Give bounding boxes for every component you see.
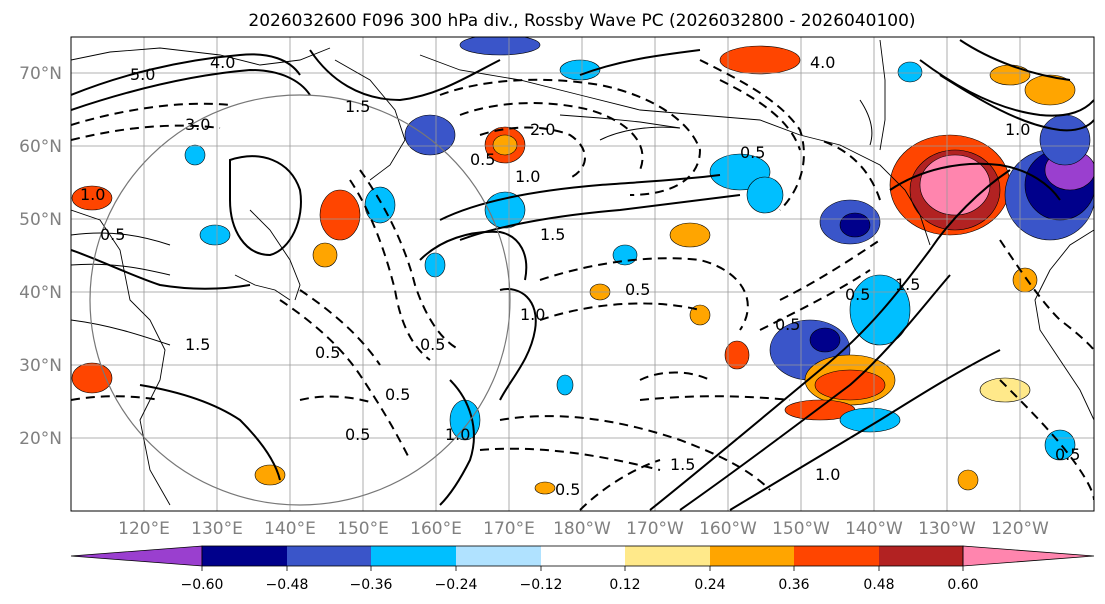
- map-panel: 5.0 3.0 4.0 1.5 0.5 1.0 2.0 0.5 1.0 1.5 …: [70, 36, 1095, 512]
- contour-label: 1.0: [515, 167, 540, 186]
- lon-tick-label: 170°W: [626, 519, 684, 539]
- colorbar-ticks: [201, 566, 964, 571]
- contour-label: 0.5: [845, 285, 870, 304]
- contour-label: 1.5: [345, 97, 370, 116]
- colorbar-tick-labels: −0.60 −0.48 −0.36 −0.24 −0.12 0.12 0.24 …: [181, 577, 979, 593]
- rossby-wave-region-circle: [89, 94, 511, 506]
- colorbar-tick-label: −0.24: [435, 577, 478, 593]
- lon-tick-label: 120°E: [118, 519, 170, 539]
- lon-tick-label: 180°W: [553, 519, 611, 539]
- lat-tick-label: 30°N: [19, 356, 62, 376]
- colorbar-swatch: [625, 546, 710, 566]
- coastlines: [71, 39, 1094, 506]
- contour-label: 0.5: [740, 143, 765, 162]
- lat-tick-label: 60°N: [19, 137, 62, 157]
- colorbar-swatch: [710, 546, 794, 566]
- colorbar-tick-label: 0.60: [947, 577, 978, 593]
- colorbar-tick-label: −0.36: [350, 577, 393, 593]
- contour-label: 2.0: [530, 120, 555, 139]
- lon-tick-label: 140°W: [845, 519, 903, 539]
- colorbar-tick-label: 0.48: [863, 577, 894, 593]
- contour-label: 1.5: [895, 275, 920, 294]
- lat-tick-label: 20°N: [19, 429, 62, 449]
- lat-tick-label: 50°N: [19, 210, 62, 230]
- colorbar-swatch: [456, 546, 541, 566]
- colorbar-swatch: [70, 545, 203, 567]
- contour-label: 0.5: [470, 150, 495, 169]
- colorbar-tick-label: 0.24: [694, 577, 725, 593]
- lon-tick-label: 120°W: [991, 519, 1049, 539]
- colorbar-tick-label: −0.60: [181, 577, 224, 593]
- contour-label: 0.5: [100, 225, 125, 244]
- lon-tick-label: 170°E: [483, 519, 535, 539]
- contour-label: 0.5: [775, 315, 800, 334]
- contour-label: 0.5: [625, 280, 650, 299]
- colorbar-tick-label: 0.12: [609, 577, 640, 593]
- colorbar-swatch: [202, 546, 287, 566]
- colorbar-swatch: [962, 545, 1095, 567]
- lon-tick-label: 160°E: [410, 519, 462, 539]
- dashed-contours: [71, 59, 1094, 511]
- lon-tick-label: 130°E: [191, 519, 243, 539]
- contour-label: 0.5: [555, 480, 580, 499]
- contour-label: 3.0: [185, 115, 210, 134]
- contour-label: 0.5: [345, 425, 370, 444]
- longitude-ticks: 120°E 130°E 140°E 150°E 160°E 170°E 180°…: [118, 519, 1049, 539]
- contour-label: 0.5: [420, 335, 445, 354]
- lat-tick-label: 70°N: [19, 64, 62, 84]
- contour-label: 4.0: [810, 53, 835, 72]
- contour-label: 1.0: [1005, 120, 1030, 139]
- contour-label: 1.0: [815, 465, 840, 484]
- thin-contours: [71, 99, 873, 346]
- lon-tick-label: 160°W: [699, 519, 757, 539]
- figure-title: 2026032600 F096 300 hPa div., Rossby Wav…: [248, 11, 915, 31]
- map-frame: [70, 36, 1095, 512]
- colorbar-swatch: [287, 546, 371, 566]
- colorbar-swatch: [371, 546, 456, 566]
- graticule: [71, 37, 1094, 511]
- contour-label: 0.5: [315, 343, 340, 362]
- colorbar-tick-label: −0.12: [520, 577, 563, 593]
- contour-label: 0.5: [1055, 445, 1080, 464]
- contour-label: 1.0: [80, 185, 105, 204]
- contour-label: 1.0: [445, 425, 470, 444]
- colorbar-swatch: [541, 546, 625, 566]
- colorbar-tick-label: 0.36: [778, 577, 809, 593]
- lat-tick-label: 40°N: [19, 283, 62, 303]
- colorbar-swatch: [879, 546, 963, 566]
- contour-label: 1.0: [520, 305, 545, 324]
- contour-label: 1.5: [670, 455, 695, 474]
- lon-tick-label: 130°W: [918, 519, 976, 539]
- latitude-ticks: 70°N 60°N 50°N 40°N 30°N 20°N: [19, 64, 62, 449]
- contour-label: 1.5: [540, 225, 565, 244]
- colorbar-tick-label: −0.48: [266, 577, 309, 593]
- contour-label: 5.0: [130, 65, 155, 84]
- colorbar-swatch: [794, 546, 879, 566]
- lon-tick-label: 150°E: [337, 519, 389, 539]
- colorbar-frame: [201, 545, 964, 567]
- contour-label: 0.5: [385, 385, 410, 404]
- colorbar: −0.60 −0.48 −0.36 −0.24 −0.12 0.12 0.24 …: [70, 545, 1095, 593]
- contour-label: 4.0: [210, 53, 235, 72]
- solid-contours: [71, 39, 1094, 511]
- lon-tick-label: 150°W: [772, 519, 830, 539]
- contour-labels: 5.0 3.0 4.0 1.5 0.5 1.0 2.0 0.5 1.0 1.5 …: [80, 53, 1080, 499]
- contour-label: 1.5: [185, 335, 210, 354]
- lon-tick-label: 140°E: [264, 519, 316, 539]
